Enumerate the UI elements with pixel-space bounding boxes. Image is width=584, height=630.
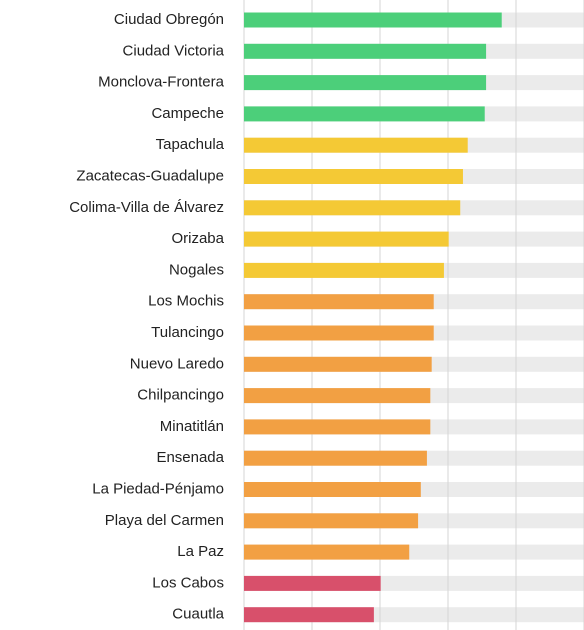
- category-label: Tulancingo: [151, 324, 224, 341]
- category-label: La Piedad-Pénjamo: [92, 480, 224, 497]
- category-label: Minatitlán: [160, 418, 224, 435]
- category-label: Playa del Carmen: [105, 512, 224, 529]
- category-label: Ciudad Victoria: [123, 42, 225, 59]
- bar: [244, 513, 419, 529]
- bar: [244, 575, 381, 591]
- category-label: Orizaba: [171, 230, 224, 247]
- bar: [244, 12, 502, 28]
- category-label: Tapachula: [156, 136, 225, 153]
- bar: [244, 262, 444, 278]
- bar: [244, 450, 427, 466]
- bar: [244, 356, 432, 372]
- category-label: Los Cabos: [152, 574, 224, 591]
- category-label: Zacatecas-Guadalupe: [76, 167, 224, 184]
- category-label: Nuevo Laredo: [130, 355, 224, 372]
- category-label: Colima-Villa de Álvarez: [69, 199, 224, 216]
- bar: [244, 200, 461, 216]
- category-label: Cuautla: [172, 606, 224, 623]
- bar: [244, 294, 434, 310]
- bar: [244, 169, 463, 184]
- bar: [244, 388, 431, 404]
- bar: [244, 137, 468, 153]
- bar: [244, 544, 410, 560]
- category-label: Campeche: [151, 105, 224, 122]
- category-label: Monclova-Frontera: [98, 74, 225, 91]
- category-label: Los Mochis: [148, 293, 224, 310]
- bar: [244, 482, 421, 497]
- bar: [244, 419, 431, 435]
- bar: [244, 325, 434, 341]
- bar: [244, 43, 487, 59]
- category-label: Chilpancingo: [137, 387, 224, 404]
- category-label: Ciudad Obregón: [114, 11, 224, 28]
- bar: [244, 75, 487, 91]
- bar: [244, 607, 374, 623]
- category-label: Nogales: [169, 261, 224, 278]
- category-label: Ensenada: [156, 449, 224, 466]
- bar: [244, 106, 485, 122]
- category-label: La Paz: [177, 543, 224, 560]
- bar: [244, 231, 449, 247]
